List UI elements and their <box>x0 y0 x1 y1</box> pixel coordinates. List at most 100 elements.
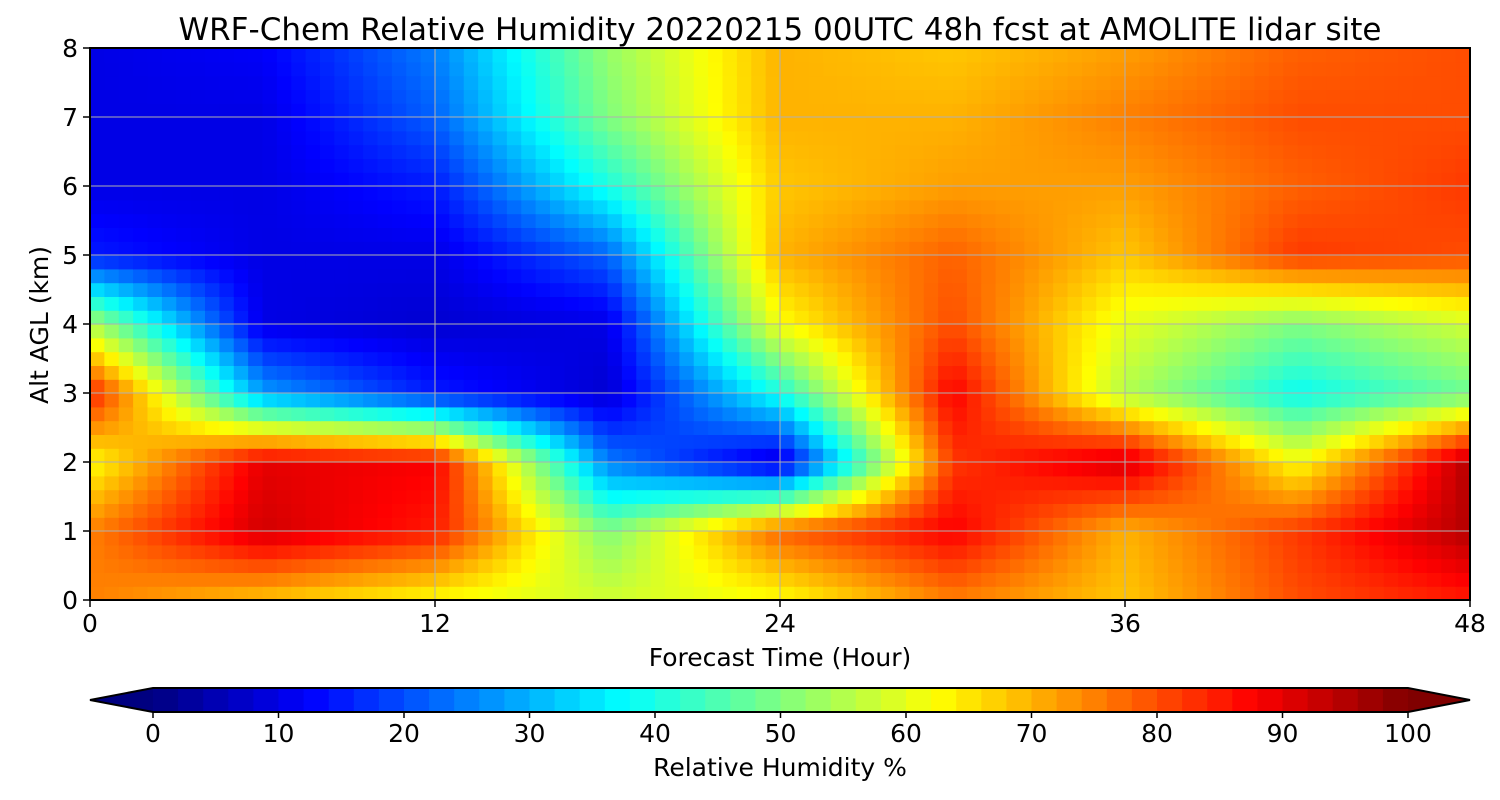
heat-cell <box>866 89 882 104</box>
heat-cell <box>938 296 954 311</box>
heat-cell <box>837 393 853 408</box>
heat-cell <box>449 241 465 256</box>
heat-cell <box>90 544 105 560</box>
heat-cell <box>435 89 450 104</box>
heat-cell <box>506 393 522 408</box>
heat-cell <box>736 365 752 380</box>
heat-cell <box>1311 503 1327 518</box>
heat-cell <box>276 89 292 104</box>
heat-cell <box>995 324 1011 339</box>
heat-cell <box>478 489 494 504</box>
heat-cell <box>751 531 767 546</box>
heat-cell <box>794 89 810 104</box>
heat-cell <box>636 324 652 339</box>
heat-cell <box>909 103 925 118</box>
heat-cell <box>1311 365 1327 380</box>
heat-cell <box>420 420 436 435</box>
heat-cell <box>895 558 910 573</box>
heat-cell <box>679 462 695 477</box>
heat-cell <box>1010 227 1025 242</box>
heat-cell <box>104 172 120 187</box>
heat-cell <box>1168 475 1184 491</box>
heat-cell <box>363 531 379 546</box>
heat-cell <box>708 48 724 63</box>
heat-cell <box>233 75 249 90</box>
heat-cell <box>837 144 853 159</box>
heat-cell <box>1311 531 1327 546</box>
heat-cell <box>535 337 551 353</box>
heat-cell <box>1412 199 1428 215</box>
heat-cell <box>1038 158 1054 173</box>
heat-cell <box>1398 61 1414 77</box>
heat-cell <box>593 89 609 104</box>
heat-cell <box>1240 282 1255 297</box>
heat-cell <box>1268 199 1284 215</box>
heat-cell <box>607 434 623 449</box>
heat-cell <box>621 434 637 449</box>
heat-cell <box>751 351 767 366</box>
heat-cell <box>463 241 479 256</box>
heat-cell <box>219 213 235 228</box>
heat-cell <box>262 158 278 173</box>
colorbar-segment <box>730 688 756 712</box>
heat-cell <box>1455 544 1470 560</box>
heat-cell <box>693 351 709 366</box>
heat-cell <box>435 227 450 242</box>
heat-cell <box>334 186 350 201</box>
heat-cell <box>1268 61 1284 77</box>
heat-cell <box>981 406 997 422</box>
heat-cell <box>550 117 565 132</box>
heat-cell <box>708 531 724 546</box>
heat-cell <box>406 117 422 132</box>
heat-cell <box>463 420 479 435</box>
heat-cell <box>334 75 350 90</box>
heat-cell <box>320 475 335 491</box>
heat-cell <box>665 199 680 215</box>
heat-cell <box>1225 255 1241 270</box>
heat-cell <box>363 517 379 532</box>
heat-cell <box>435 586 450 600</box>
heat-cell <box>1010 586 1025 600</box>
heat-cell <box>449 531 465 546</box>
colorbar-segment <box>655 688 681 712</box>
heat-cell <box>880 255 896 270</box>
heat-cell <box>406 351 422 366</box>
heat-cell <box>1441 103 1457 118</box>
heat-cell <box>952 282 968 297</box>
heat-cell <box>1081 475 1097 491</box>
heat-cell <box>808 310 824 325</box>
heat-cell <box>665 75 680 90</box>
heat-cell <box>406 227 422 242</box>
heat-cell <box>1311 296 1327 311</box>
heat-cell <box>1038 48 1054 63</box>
heat-cell <box>334 268 350 284</box>
heat-cell <box>1326 544 1342 560</box>
heat-cell <box>938 544 954 560</box>
heat-cell <box>1398 103 1414 118</box>
heat-cell <box>736 489 752 504</box>
heat-cell <box>751 186 767 201</box>
heat-cell <box>621 268 637 284</box>
heat-cell <box>995 351 1011 366</box>
heat-cell <box>837 586 853 600</box>
heat-cell <box>463 544 479 560</box>
heat-cell <box>823 379 839 394</box>
heat-cell <box>1125 61 1140 77</box>
heat-cell <box>981 558 997 573</box>
heat-cell <box>693 186 709 201</box>
heat-cell <box>665 420 680 435</box>
heat-cell <box>895 48 910 63</box>
heat-cell <box>506 448 522 463</box>
heat-cell <box>1311 379 1327 394</box>
heat-cell <box>578 544 594 560</box>
heat-cell <box>449 61 465 77</box>
heat-cell <box>248 282 264 297</box>
heat-cell <box>305 337 321 353</box>
heat-cell <box>463 296 479 311</box>
heat-cell <box>1268 544 1284 560</box>
colorbar-segment <box>780 688 807 712</box>
heat-cell <box>837 241 853 256</box>
heat-cell <box>1038 268 1054 284</box>
heat-cell <box>1211 406 1227 422</box>
heat-cell <box>808 103 824 118</box>
